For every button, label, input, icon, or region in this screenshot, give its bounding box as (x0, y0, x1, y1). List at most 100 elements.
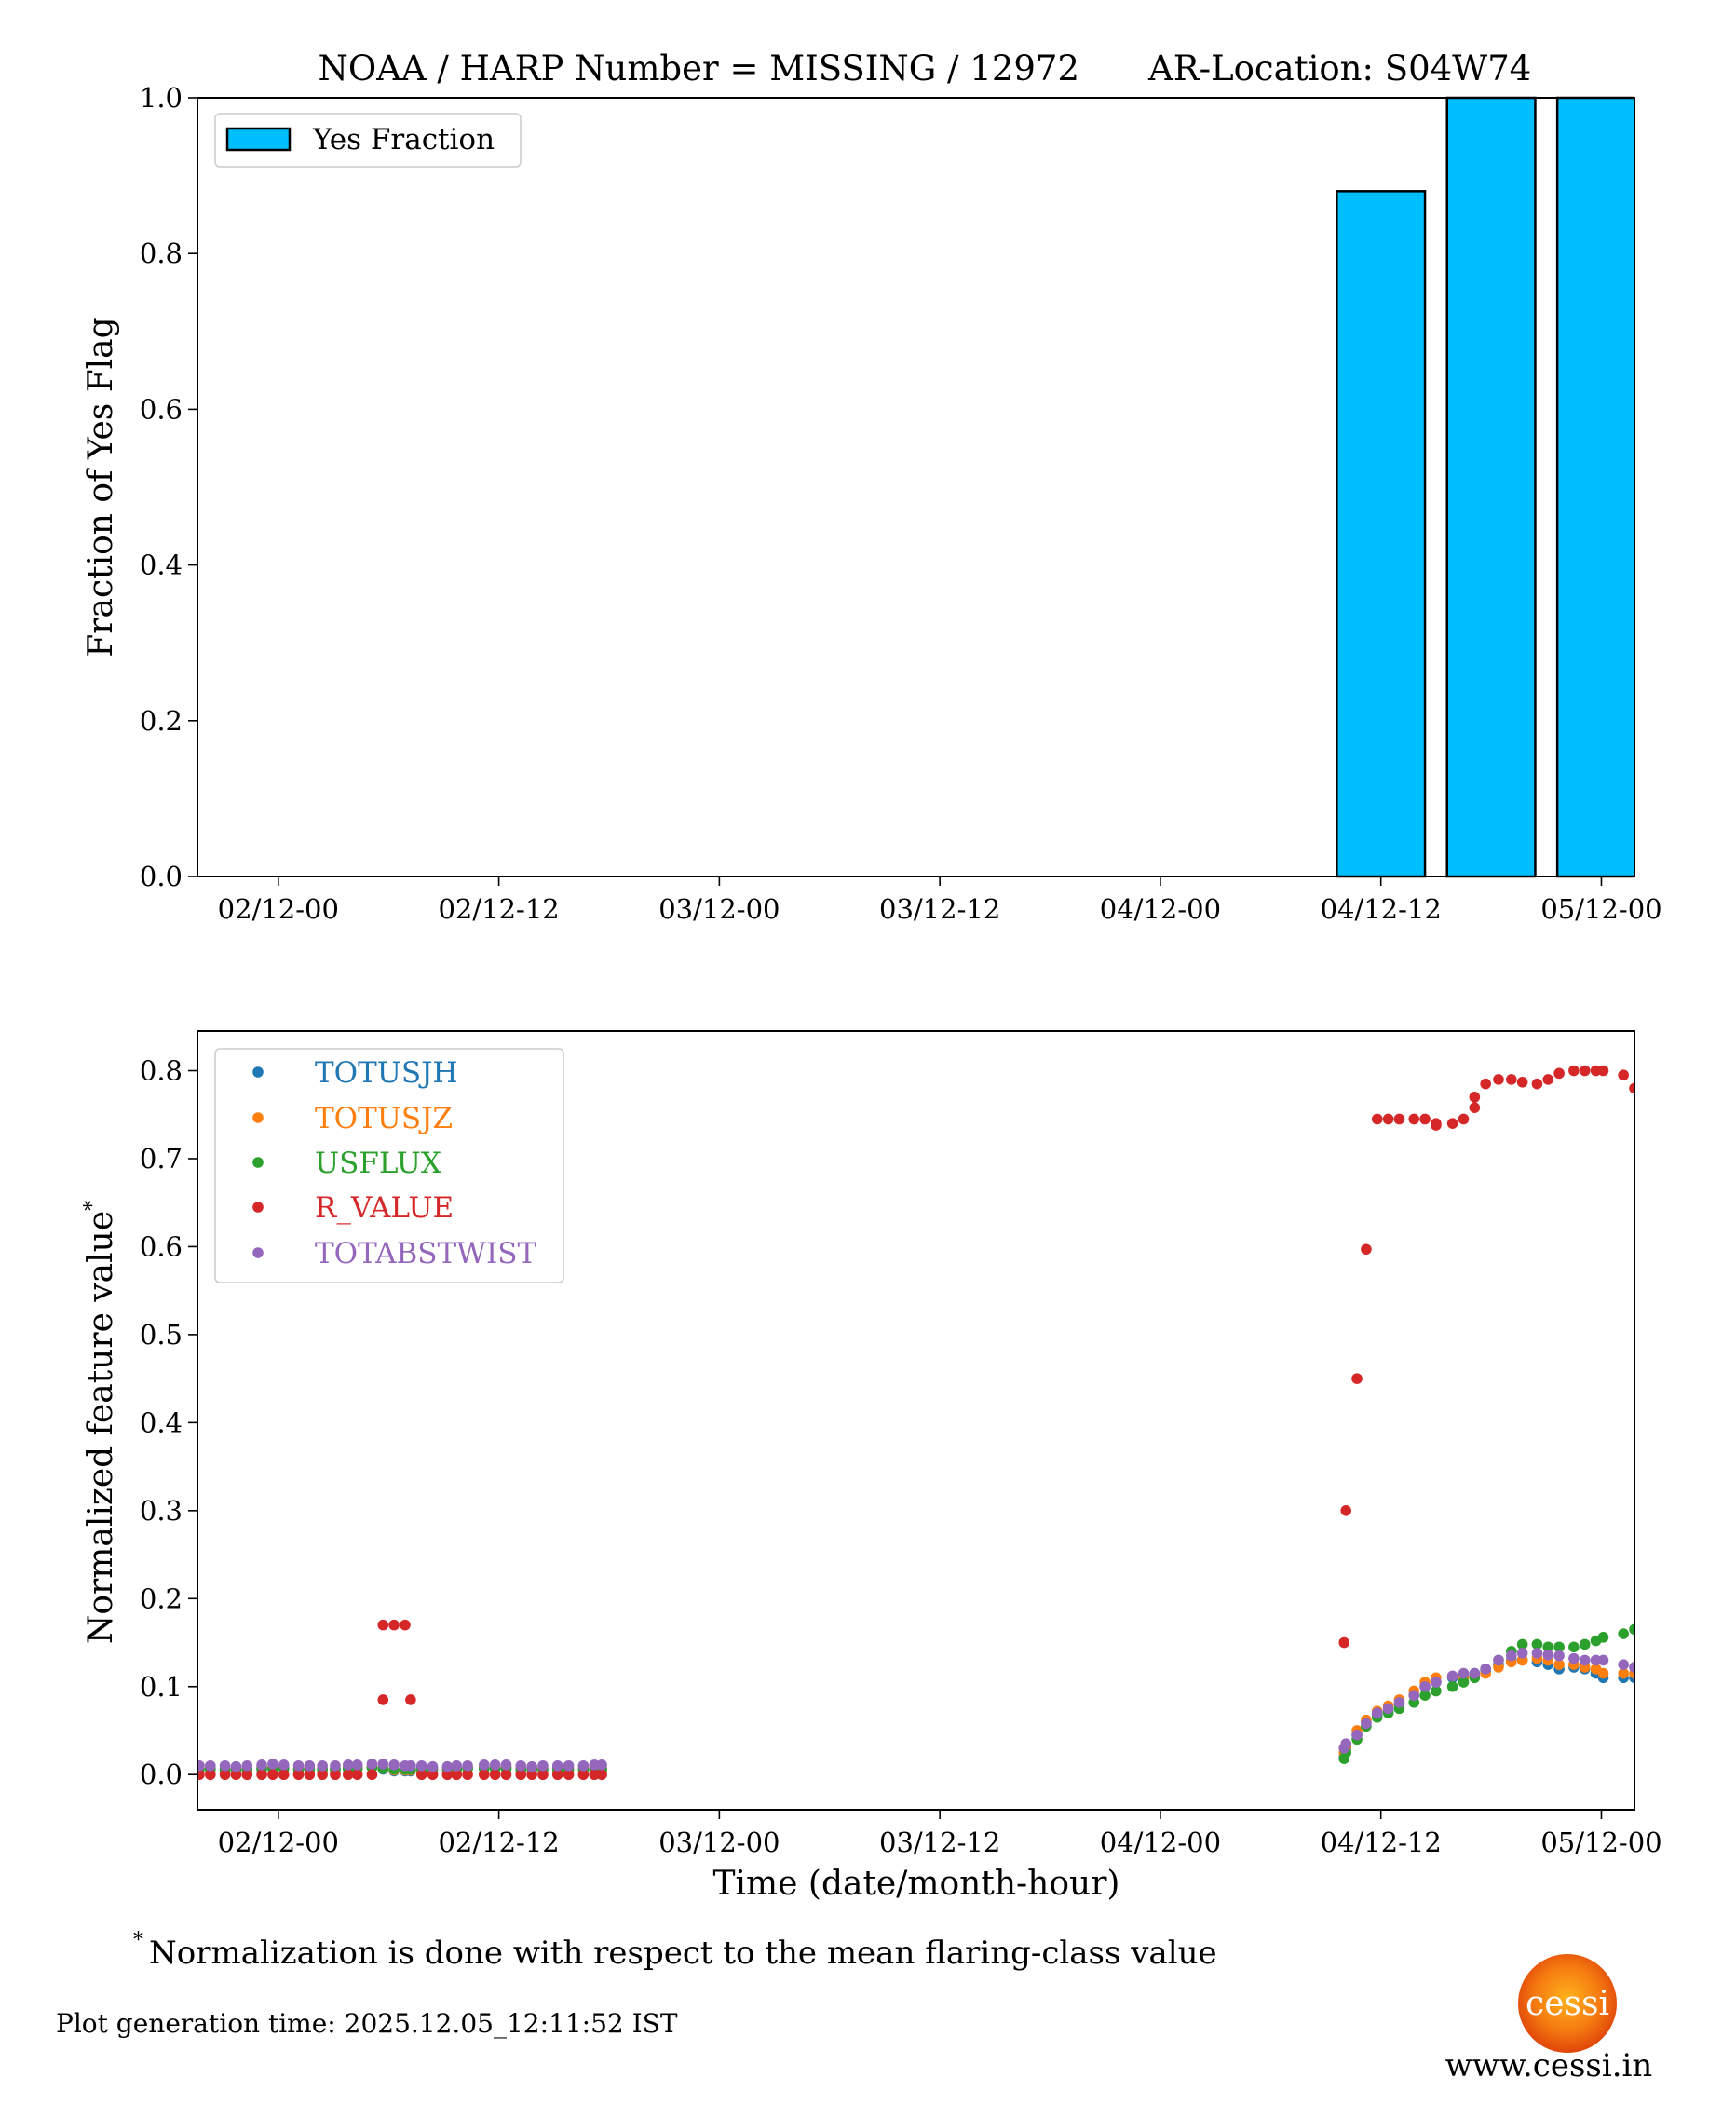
point-usflux (1553, 1641, 1565, 1653)
point-r_value (526, 1769, 537, 1781)
point-r_value (1618, 1069, 1629, 1081)
point-totabstwist (366, 1759, 378, 1770)
point-r_value (1431, 1120, 1442, 1131)
point-totabstwist (596, 1759, 607, 1771)
point-totabstwist (427, 1760, 439, 1772)
point-r_value (1531, 1078, 1543, 1090)
point-r_value (427, 1769, 439, 1781)
point-r_value (1458, 1113, 1470, 1125)
point-totabstwist (415, 1759, 427, 1772)
point-totabstwist (1531, 1648, 1543, 1659)
point-r_value (292, 1769, 305, 1781)
bars (1336, 96, 1634, 878)
top-y-axis-label: Fraction of Yes Flag (82, 317, 120, 657)
bar (1555, 96, 1634, 878)
top-legend: Yes Fraction (214, 113, 522, 168)
point-totabstwist (1516, 1648, 1528, 1659)
point-r_value (441, 1769, 454, 1781)
point-usflux (1419, 1690, 1431, 1701)
legend-label: TOTUSJH (315, 1056, 458, 1090)
point-r_value (1371, 1113, 1383, 1125)
point-totabstwist (267, 1759, 278, 1770)
point-totabstwist (1371, 1707, 1383, 1718)
bottom-chart-features: 02/12-00 02/12-12 03/12-00 03/12-12 04/12-00… (140, 1030, 1662, 1858)
point-r_value (342, 1769, 354, 1781)
point-totabstwist (1351, 1729, 1363, 1741)
top-x-tick-label: 03/12-00 (658, 893, 780, 925)
point-r_value (451, 1769, 463, 1781)
top-y-tick-label: 1.0 (140, 82, 183, 114)
website: www.cessi.in (1445, 2047, 1653, 2085)
legend-marker (252, 1247, 264, 1258)
point-totabstwist (1361, 1718, 1372, 1730)
legend-box (214, 113, 522, 168)
point-r_value (330, 1769, 341, 1781)
point-totabstwist (1629, 1662, 1634, 1673)
point-usflux (1531, 1638, 1543, 1650)
point-r_value (1597, 1065, 1609, 1077)
svg-text:cessi: cessi (1526, 1985, 1609, 2023)
point-totabstwist (1493, 1654, 1504, 1666)
point-totabstwist (563, 1759, 575, 1772)
top-y-tick-label: 0.4 (140, 550, 183, 581)
point-usflux (1597, 1632, 1609, 1643)
point-totabstwist (377, 1759, 389, 1770)
point-totabstwist (292, 1759, 305, 1772)
bottom-y-tick-label: 0.4 (140, 1406, 183, 1438)
legend-label: TOTUSJZ (315, 1102, 453, 1135)
point-totabstwist (1505, 1650, 1517, 1662)
legend-marker (252, 1066, 264, 1078)
point-totabstwist (462, 1759, 473, 1772)
point-totabstwist (526, 1760, 537, 1772)
top-x-tick-label: 04/12-00 (1100, 893, 1221, 925)
point-r_value (405, 1694, 416, 1705)
point-totabstwist (342, 1759, 354, 1771)
point-r_value (1579, 1065, 1591, 1077)
point-totabstwist (230, 1760, 242, 1772)
point-totabstwist (1480, 1664, 1491, 1675)
legend-swatch (225, 127, 292, 152)
point-totabstwist (1597, 1654, 1609, 1666)
bottom-y-axis-label-text: Normalized feature value (82, 1211, 120, 1644)
point-totabstwist (317, 1759, 328, 1772)
top-chart-yes-fraction: 02/12-00 02/12-12 03/12-00 03/12-12 04/12-00… (140, 82, 1662, 925)
point-r_value (219, 1769, 231, 1781)
point-r_value (1469, 1102, 1481, 1113)
point-r_value (1505, 1074, 1517, 1085)
point-r_value (230, 1769, 242, 1781)
title-left: NOAA / HARP Number = MISSING / 12972 (318, 48, 1079, 88)
point-r_value (304, 1769, 316, 1781)
point-totabstwist (1340, 1738, 1352, 1749)
legend-marker (252, 1202, 264, 1213)
point-r_value (1408, 1113, 1420, 1125)
point-r_value (351, 1769, 363, 1781)
bottom-y-axis-label-sup: * (81, 1201, 104, 1211)
point-totabstwist (1408, 1690, 1420, 1701)
point-totabstwist (1382, 1703, 1394, 1715)
point-r_value (1469, 1092, 1481, 1103)
point-r_value (1419, 1113, 1431, 1125)
cessi-logo: cessi (1518, 1954, 1617, 2053)
point-totabstwist (1446, 1670, 1458, 1682)
point-r_value (489, 1769, 501, 1781)
point-r_value (317, 1769, 328, 1781)
point-r_value (1393, 1113, 1405, 1125)
point-totabstwist (1553, 1650, 1565, 1662)
point-r_value (551, 1769, 563, 1781)
point-r_value (563, 1769, 575, 1781)
point-totabstwist (500, 1759, 512, 1771)
legend-marker (252, 1157, 264, 1168)
point-r_value (1340, 1505, 1352, 1516)
bottom-x-tick-label: 02/12-12 (438, 1827, 559, 1858)
point-totabstwist (451, 1759, 463, 1772)
generation-time: Plot generation time: 2025.12.05_12:11:5… (56, 2008, 678, 2039)
point-r_value (1493, 1074, 1504, 1085)
bottom-x-tick-label: 03/12-12 (879, 1827, 1000, 1858)
point-r_value (366, 1769, 378, 1781)
point-totabstwist (441, 1760, 454, 1772)
point-r_value (1338, 1636, 1350, 1649)
point-r_value (1516, 1076, 1528, 1088)
legend-label: Yes Fraction (312, 123, 495, 156)
bottom-x-tick-label: 03/12-00 (658, 1827, 780, 1858)
